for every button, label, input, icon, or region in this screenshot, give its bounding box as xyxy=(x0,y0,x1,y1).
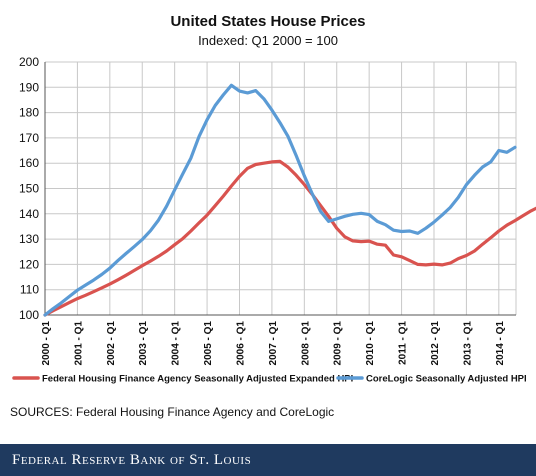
y-tick-label: 150 xyxy=(19,182,39,196)
x-tick-label: 2002 - Q1 xyxy=(106,321,117,366)
x-tick-label: 2013 - Q1 xyxy=(462,321,473,366)
x-tick-label: 2014 - Q1 xyxy=(495,321,506,366)
gridlines xyxy=(44,61,517,316)
y-tick-label: 160 xyxy=(19,156,39,170)
series-line-fhfa xyxy=(43,159,536,317)
x-tick-label: 2005 - Q1 xyxy=(203,321,214,366)
sources-note: SOURCES: Federal Housing Finance Agency … xyxy=(10,405,335,419)
x-tick-label: 2008 - Q1 xyxy=(300,321,311,366)
legend-label: Federal Housing Finance Agency Seasonall… xyxy=(42,374,353,385)
x-tick-label: 2010 - Q1 xyxy=(365,321,376,366)
legend-label: CoreLogic Seasonally Adjusted HPI xyxy=(366,374,527,385)
x-tick-label: 2012 - Q1 xyxy=(430,321,441,366)
series-line-corelogic xyxy=(43,83,517,317)
x-tick-label: 2009 - Q1 xyxy=(333,321,344,366)
y-tick-label: 130 xyxy=(19,232,39,246)
x-tick-label: 2001 - Q1 xyxy=(73,321,84,366)
legend: Federal Housing Finance Agency Seasonall… xyxy=(12,374,527,385)
x-tick-label: 2006 - Q1 xyxy=(235,321,246,366)
chart-subtitle: Indexed: Q1 2000 = 100 xyxy=(198,33,338,48)
x-tick-label: 2007 - Q1 xyxy=(268,321,279,366)
y-tick-label: 120 xyxy=(19,257,39,271)
y-tick-label: 200 xyxy=(19,55,39,69)
x-tick-label: 2011 - Q1 xyxy=(398,321,409,365)
x-tick-label: 2004 - Q1 xyxy=(171,321,182,366)
y-tick-label: 140 xyxy=(19,207,39,221)
footer-brand: Federal Reserve Bank of St. Louis xyxy=(12,451,252,468)
y-tick-label: 110 xyxy=(20,283,39,297)
y-tick-label: 100 xyxy=(19,308,39,322)
x-tick-label: 2000 - Q1 xyxy=(41,321,52,366)
footer-bar: Federal Reserve Bank of St. Louis xyxy=(0,444,536,476)
y-tick-label: 190 xyxy=(19,80,39,94)
series-lines xyxy=(43,83,536,317)
chart-title: United States House Prices xyxy=(170,13,365,30)
x-tick-label: 2003 - Q1 xyxy=(138,321,149,366)
y-tick-label: 170 xyxy=(19,131,39,145)
axes: 100 110 120 130 140 150 160 170 180 190 200 2000 - … xyxy=(19,55,516,365)
y-tick-label: 180 xyxy=(19,106,39,120)
